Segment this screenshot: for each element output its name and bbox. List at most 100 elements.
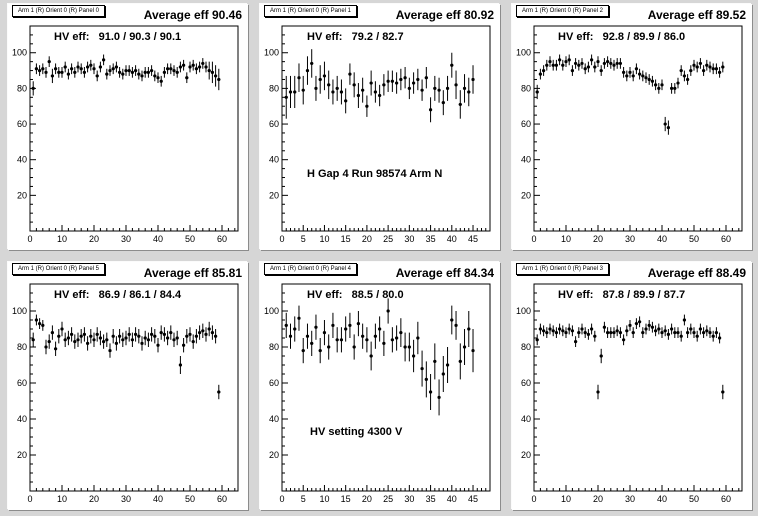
x-tick-label: 40 — [447, 494, 457, 504]
data-point — [288, 323, 293, 349]
marker — [76, 65, 80, 69]
marker — [31, 338, 35, 342]
data-point — [339, 327, 344, 353]
marker — [454, 83, 458, 87]
data-point — [586, 61, 590, 73]
marker — [378, 327, 382, 331]
marker — [146, 338, 150, 342]
x-tick-label: 60 — [217, 234, 227, 244]
marker — [327, 83, 331, 87]
data-point — [121, 68, 125, 80]
marker — [631, 331, 635, 335]
marker — [314, 86, 318, 90]
data-point — [545, 327, 549, 338]
marker — [433, 86, 437, 90]
marker — [73, 340, 77, 344]
marker — [580, 61, 584, 66]
data-point — [89, 59, 93, 71]
data-point — [159, 75, 163, 87]
marker — [185, 334, 189, 338]
marker — [382, 83, 386, 87]
data-point — [169, 63, 173, 75]
data-point — [721, 61, 725, 73]
data-point — [593, 61, 597, 73]
x-tick-label: 30 — [121, 234, 131, 244]
plot-frame — [533, 283, 743, 492]
data-point — [386, 298, 390, 324]
y-tick-label: 20 — [521, 450, 531, 460]
marker — [66, 336, 70, 340]
marker — [159, 79, 163, 83]
data-point — [60, 67, 64, 78]
marker — [450, 63, 454, 67]
data-point — [365, 95, 369, 117]
marker — [679, 68, 683, 73]
data-point — [670, 83, 674, 94]
x-tick-label: 0 — [279, 494, 284, 504]
marker — [561, 63, 565, 67]
data-point — [386, 70, 390, 92]
data-point — [660, 79, 664, 91]
marker — [201, 61, 205, 66]
marker — [82, 332, 86, 336]
data-point — [50, 68, 55, 84]
data-point — [676, 327, 680, 338]
marker — [692, 331, 696, 335]
data-point — [166, 63, 170, 75]
marker — [150, 332, 154, 336]
marker — [44, 345, 48, 349]
data-point — [124, 330, 128, 346]
marker — [705, 63, 709, 67]
marker — [118, 70, 122, 74]
x-tick-label: 0 — [531, 494, 536, 504]
marker — [82, 70, 86, 74]
data-point — [146, 332, 150, 347]
data-point — [596, 384, 600, 400]
marker — [127, 68, 131, 73]
data-point — [318, 65, 322, 94]
data-point — [718, 67, 722, 78]
data-point — [95, 327, 99, 342]
marker — [386, 309, 390, 313]
marker — [638, 72, 642, 76]
marker — [73, 70, 77, 74]
data-point — [458, 90, 462, 119]
data-point — [293, 75, 297, 108]
data-point — [86, 336, 90, 351]
marker — [63, 338, 67, 342]
data-point — [365, 327, 369, 353]
data-point — [378, 316, 382, 342]
data-point — [127, 327, 131, 342]
marker — [331, 323, 335, 327]
data-point — [124, 65, 128, 76]
data-point — [310, 330, 314, 356]
data-point — [673, 83, 677, 94]
data-point — [399, 318, 403, 347]
x-tick-label: 10 — [561, 494, 571, 504]
y-tick-label: 40 — [269, 414, 279, 424]
data-point — [580, 323, 584, 335]
data-point — [558, 323, 562, 335]
data-point — [628, 320, 632, 331]
data-point — [654, 325, 658, 337]
marker — [102, 58, 106, 62]
marker — [386, 79, 390, 83]
data-point — [217, 68, 221, 91]
data-point — [111, 329, 115, 344]
marker — [214, 334, 218, 338]
marker — [593, 65, 597, 69]
data-point — [31, 81, 35, 96]
marker — [207, 327, 211, 331]
marker — [175, 70, 179, 74]
marker — [462, 345, 467, 349]
marker — [686, 331, 690, 335]
marker — [207, 68, 211, 73]
data-point — [411, 72, 416, 94]
marker — [156, 343, 160, 347]
marker — [676, 331, 680, 335]
marker — [625, 74, 629, 78]
data-point — [150, 327, 154, 342]
x-tick-label: 60 — [217, 494, 227, 504]
data-point — [108, 343, 112, 358]
marker — [458, 102, 462, 107]
